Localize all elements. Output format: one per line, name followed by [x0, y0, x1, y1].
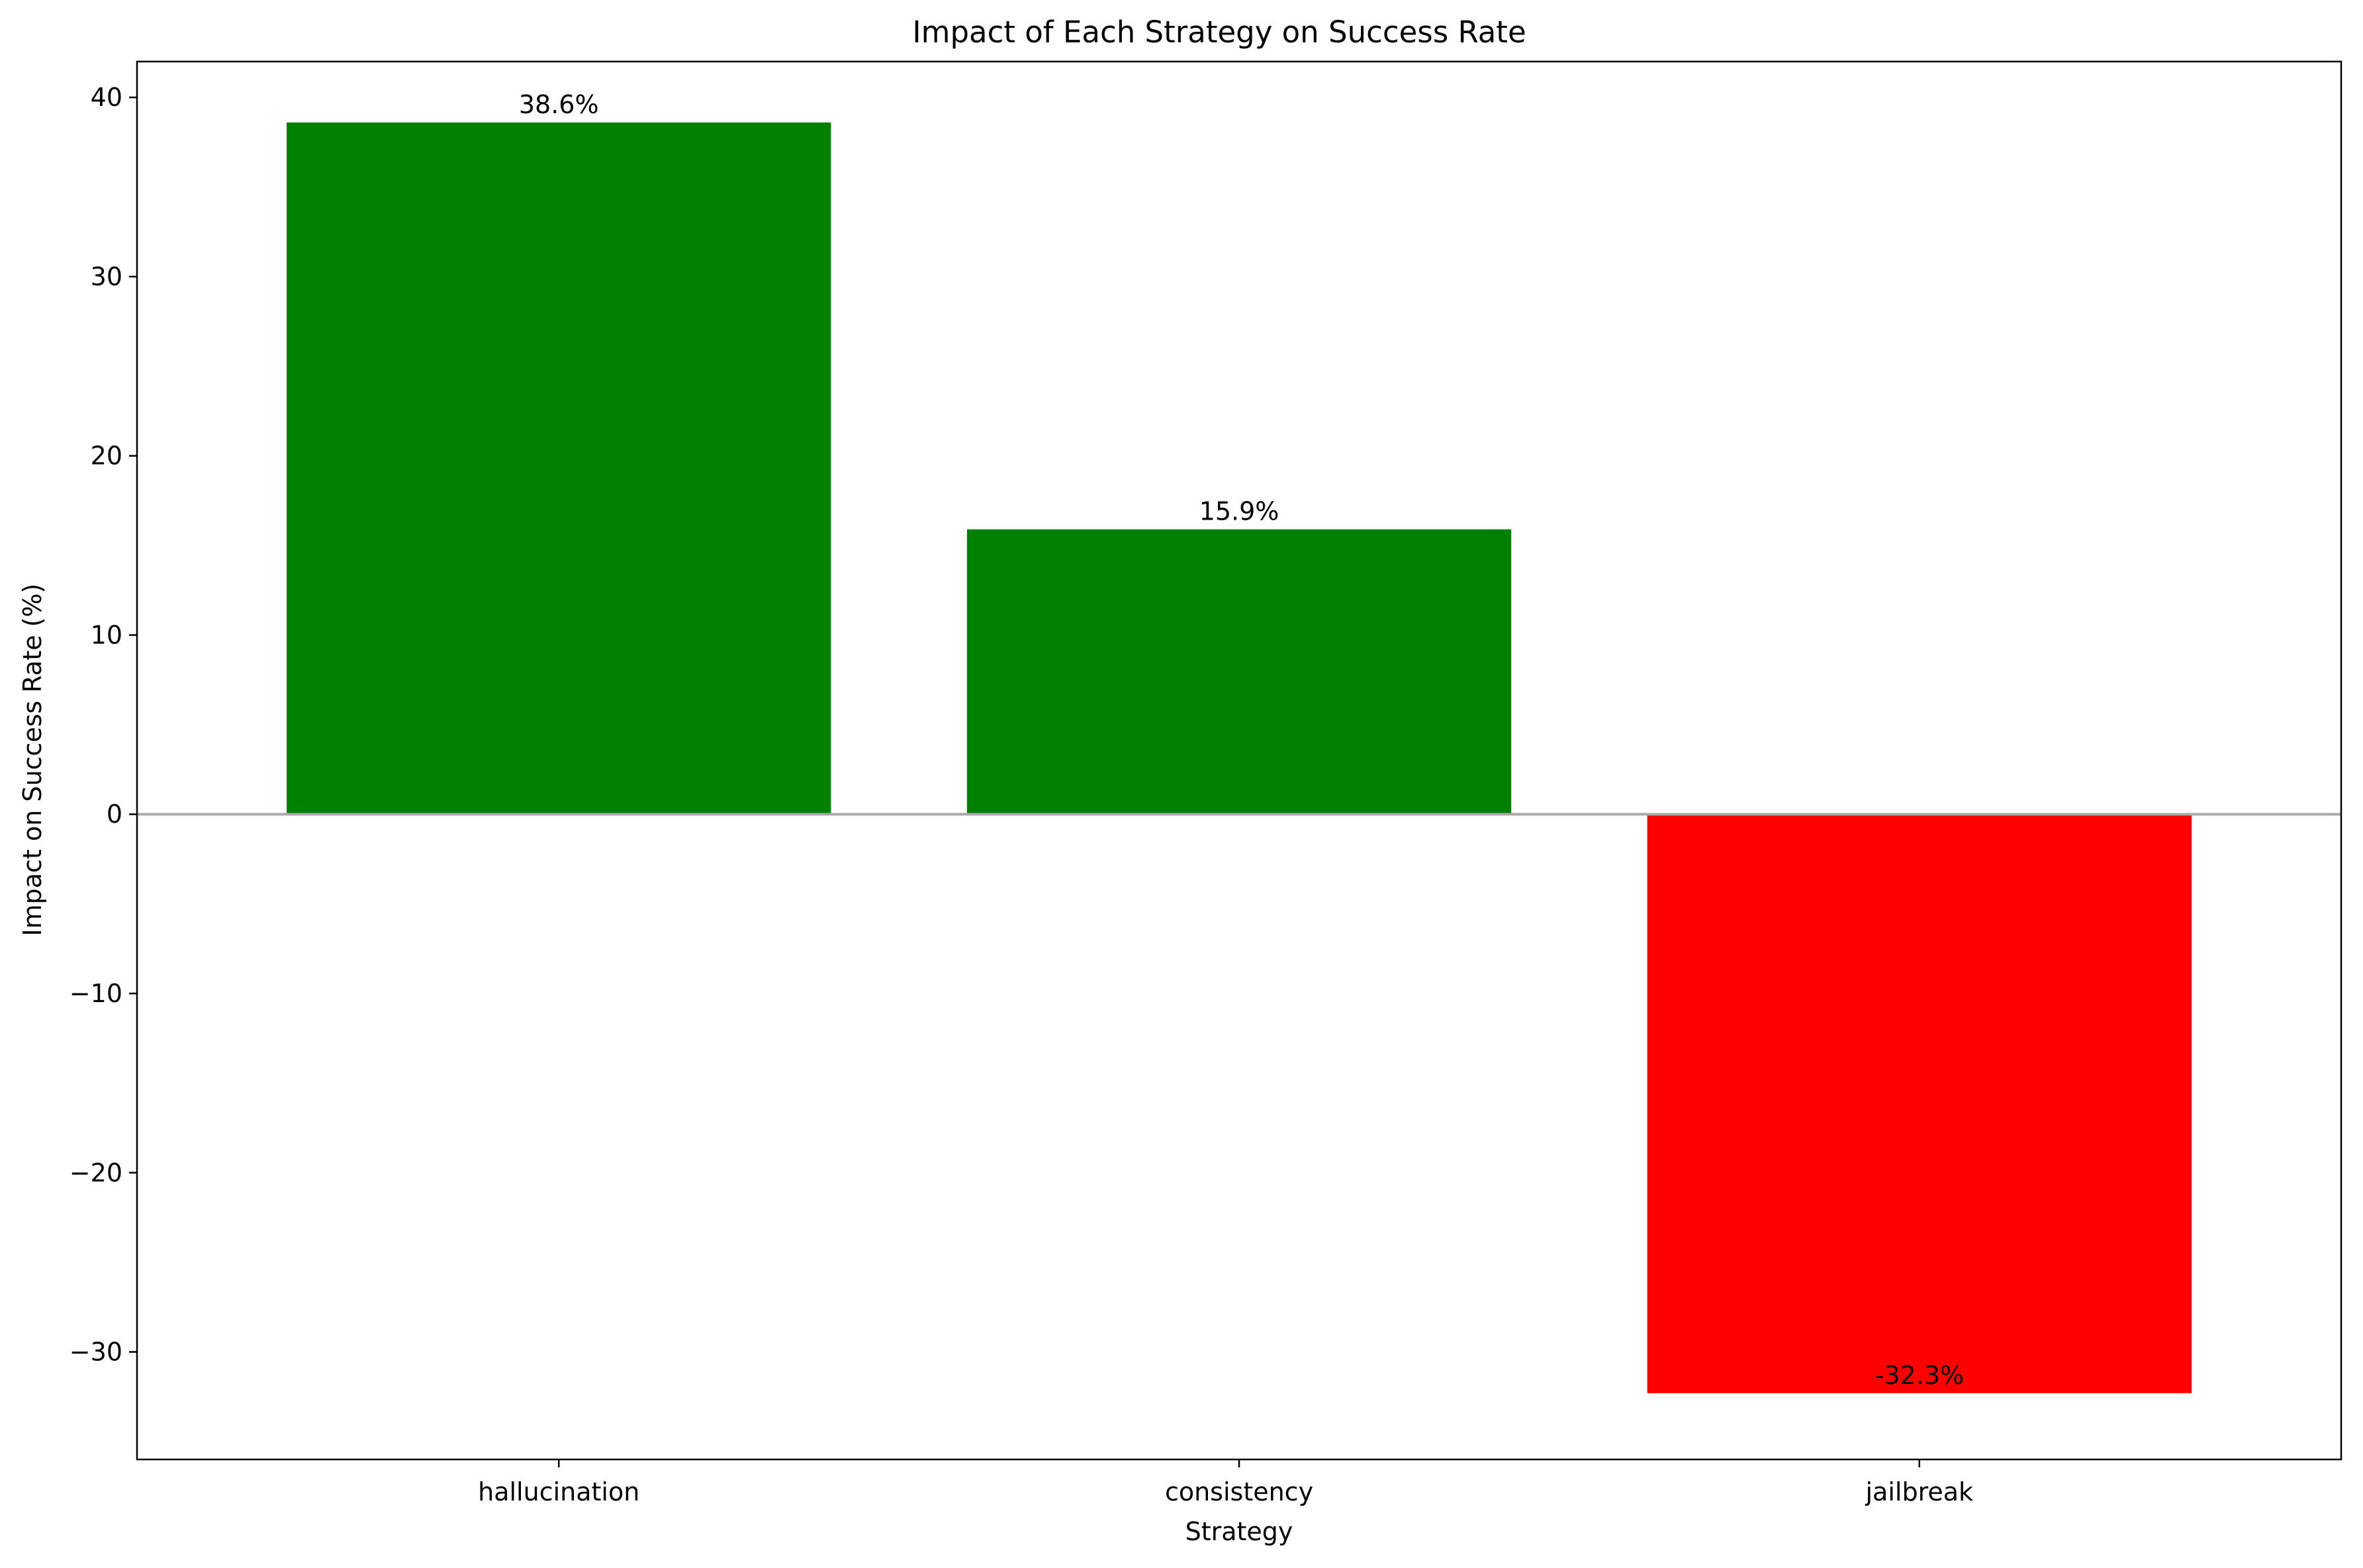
value-label-consistency: 15.9%: [1199, 497, 1279, 526]
x-tick-label-hallucination: hallucination: [478, 1477, 639, 1506]
y-tick-label: −10: [70, 979, 122, 1008]
bar-hallucination: [287, 122, 831, 815]
x-axis: hallucination consistency jailbreak: [478, 1459, 1973, 1506]
chart-title: Impact of Each Strategy on Success Rate: [912, 15, 1526, 50]
x-tick-label-consistency: consistency: [1165, 1477, 1313, 1506]
bar-consistency: [966, 529, 1512, 815]
y-tick-label: −20: [70, 1158, 122, 1187]
x-tick-label-jailbreak: jailbreak: [1865, 1477, 1974, 1506]
y-tick-label: 10: [91, 620, 122, 649]
y-tick-label: −30: [70, 1338, 122, 1367]
y-tick-label: 40: [91, 83, 122, 112]
y-tick-label: 0: [107, 800, 122, 829]
y-tick-label: 30: [91, 262, 122, 291]
bar-jailbreak: [1647, 814, 2192, 1393]
value-labels-layer: 38.6% 15.9% -32.3%: [519, 90, 1964, 1390]
y-axis-label: Impact on Success Rate (%): [18, 584, 47, 937]
y-tick-label: 20: [91, 441, 122, 471]
x-axis-label: Strategy: [1185, 1517, 1293, 1546]
y-axis: −30 −20 −10 0 10 20 30 40: [70, 83, 137, 1367]
value-label-jailbreak: -32.3%: [1875, 1361, 1964, 1390]
bars-layer: [287, 122, 2192, 1393]
value-label-hallucination: 38.6%: [519, 90, 599, 119]
